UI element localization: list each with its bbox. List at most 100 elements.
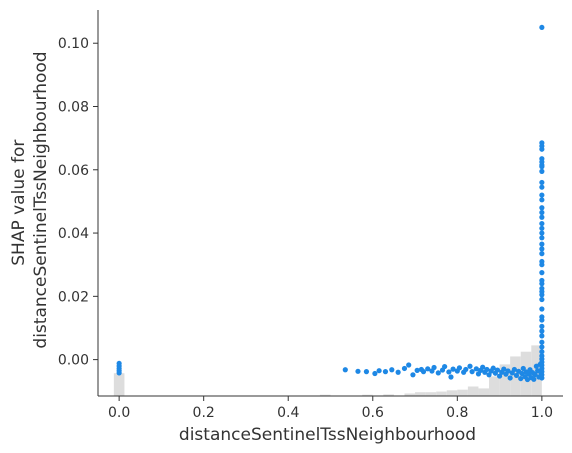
scatter-point [456, 365, 463, 371]
scatter-point [539, 306, 545, 312]
scatter-point [389, 367, 395, 373]
scatter-point [469, 369, 475, 375]
scatter-point [532, 371, 538, 378]
scatter-point [382, 369, 389, 375]
histogram-bar [404, 393, 416, 396]
scatter-point [539, 349, 545, 355]
y-axis-title: SHAP value for distanceSentinelTssNeighb… [9, 51, 51, 348]
scatter-point [539, 314, 545, 320]
scatter-point [486, 372, 492, 378]
y-tick-label: 0.10 [58, 36, 89, 52]
x-tick-label: 0.8 [446, 405, 468, 421]
scatter-point [539, 270, 545, 276]
scatter-point [539, 179, 545, 186]
scatter-point [473, 366, 479, 372]
scatter-point [539, 209, 545, 216]
y-axis-title-line-1: SHAP value for [9, 140, 29, 266]
scatter-points-layer [116, 24, 545, 383]
scatter-point [518, 375, 524, 382]
scatter-point [539, 197, 545, 203]
scatter-point [539, 168, 545, 174]
scatter-point [539, 184, 545, 190]
y-ticks: 0.00 0.02 0.04 0.06 0.08 0.10 [58, 36, 98, 369]
scatter-point [414, 367, 420, 373]
x-tick-label: 1.0 [531, 405, 553, 421]
scatter-point [539, 235, 545, 241]
x-tick-label: 0.2 [193, 405, 215, 421]
scatter-point [463, 366, 469, 373]
scatter-point [442, 363, 448, 370]
scatter-point [539, 214, 545, 220]
scatter-point [539, 156, 545, 162]
scatter-point [539, 246, 545, 252]
scatter-point [484, 366, 490, 373]
scatter-point [342, 367, 348, 373]
scatter-point [520, 365, 526, 372]
x-ticks: 0.0 0.2 0.4 0.6 0.8 1.0 [108, 396, 553, 421]
histogram-bar [362, 394, 373, 396]
y-tick-label: 0.00 [58, 353, 89, 369]
scatter-point [490, 365, 496, 371]
histogram-bar [436, 391, 447, 396]
scatter-point [425, 366, 431, 372]
scatter-point [539, 344, 545, 350]
scatter-point [446, 369, 452, 375]
scatter-point [401, 365, 408, 372]
scatter-point [372, 370, 378, 377]
scatter-point [505, 368, 511, 374]
x-tick-label: 0.0 [108, 405, 130, 421]
scatter-point [376, 368, 382, 374]
histogram-bar [446, 390, 458, 396]
scatter-point [539, 277, 545, 284]
scatter-point [531, 376, 537, 382]
y-axis-title-line-2: distanceSentinelTssNeighbourhood [31, 51, 51, 348]
scatter-point [539, 333, 545, 339]
scatter-point [406, 362, 412, 368]
y-tick-label: 0.06 [58, 163, 89, 179]
scatter-point [539, 296, 545, 303]
scatter-point [539, 339, 545, 345]
scatter-point [450, 366, 456, 372]
scatter-point [539, 353, 545, 359]
scatter-point [431, 364, 437, 371]
scatter-point [496, 373, 503, 379]
histogram-bar [383, 394, 394, 396]
scatter-point [539, 230, 545, 236]
x-axis-title: distanceSentinelTssNeighbourhood [179, 425, 476, 445]
scatter-point [355, 368, 361, 374]
histogram-bar [499, 364, 511, 396]
histogram-bar [319, 394, 331, 396]
scatter-point [116, 370, 122, 376]
axes-layer [97, 10, 563, 397]
scatter-point [539, 285, 545, 292]
scatter-point [435, 370, 441, 376]
histogram-bar [415, 392, 426, 396]
histogram-bar [489, 376, 500, 396]
scatter-point [448, 374, 454, 380]
y-tick-label: 0.08 [58, 100, 89, 116]
scatter-point [511, 366, 517, 373]
scatter-point [480, 364, 486, 370]
scatter-point [410, 372, 416, 378]
scatter-point [539, 220, 545, 227]
histogram-bar [478, 388, 490, 396]
scatter-point [467, 363, 473, 369]
histogram-bar [457, 389, 468, 396]
scatter-point [513, 372, 520, 379]
histogram-bar [113, 373, 125, 396]
scatter-point [539, 251, 545, 257]
scatter-point [420, 369, 427, 375]
histogram-bar [425, 392, 437, 396]
x-tick-label: 0.4 [277, 405, 299, 421]
scatter-point [539, 241, 545, 247]
scatter-point [494, 367, 501, 373]
scatter-point [539, 140, 545, 146]
scatter-point [395, 369, 401, 375]
scatter-point [363, 369, 370, 375]
scatter-point [539, 258, 545, 265]
scatter-point [539, 24, 545, 31]
scatter-point [539, 225, 545, 231]
scatter-point [539, 328, 545, 334]
